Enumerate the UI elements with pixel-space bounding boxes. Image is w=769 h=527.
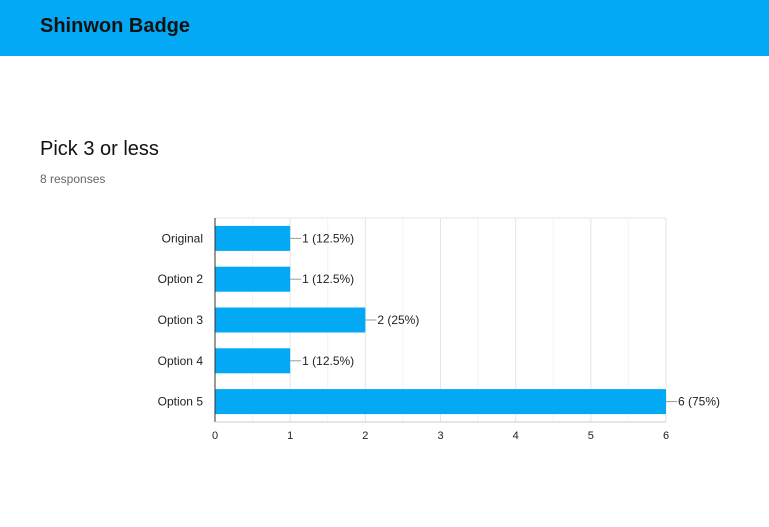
x-tick-label: 4 <box>513 430 519 442</box>
bar <box>215 266 291 292</box>
data-label: 1 (12.5%) <box>302 231 354 245</box>
category-label: Option 2 <box>158 272 204 286</box>
category-label: Option 4 <box>158 354 204 368</box>
bar <box>215 225 291 251</box>
category-label: Original <box>162 231 203 245</box>
category-label: Option 5 <box>158 395 204 409</box>
data-label: 2 (25%) <box>377 313 419 327</box>
x-tick-label: 1 <box>287 430 293 442</box>
app-bar: Shinwon Badge <box>0 0 769 56</box>
data-label: 1 (12.5%) <box>302 272 354 286</box>
data-label: 1 (12.5%) <box>302 354 354 368</box>
category-label: Option 3 <box>158 313 204 327</box>
x-tick-label: 2 <box>362 430 368 442</box>
x-tick-label: 6 <box>663 430 669 442</box>
data-label: 6 (75%) <box>678 395 720 409</box>
bar <box>215 348 291 374</box>
app-title: Shinwon Badge <box>40 15 190 37</box>
x-tick-label: 3 <box>437 430 443 442</box>
response-count: 8 responses <box>40 172 106 186</box>
question-title: Pick 3 or less <box>40 138 159 160</box>
x-tick-label: 0 <box>212 430 218 442</box>
x-tick-label: 5 <box>588 430 594 442</box>
bar <box>215 389 666 415</box>
bar <box>215 307 366 333</box>
